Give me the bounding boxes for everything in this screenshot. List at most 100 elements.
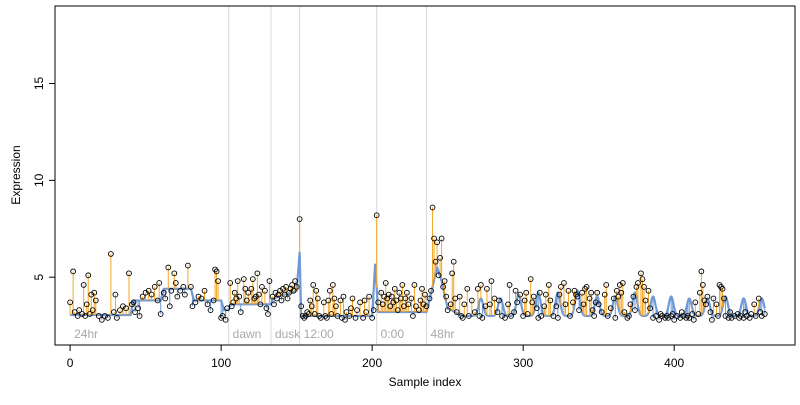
data-point	[589, 307, 596, 313]
data-point	[219, 313, 226, 319]
data-point	[231, 289, 238, 296]
data-point	[444, 307, 451, 313]
data-point	[727, 309, 733, 315]
separator-label: dusk	[275, 327, 301, 341]
data-point	[402, 295, 409, 302]
data-point	[505, 301, 511, 308]
data-point	[308, 303, 315, 310]
data-point	[342, 316, 348, 323]
data-point	[484, 285, 490, 292]
data-point	[317, 315, 324, 321]
data-point	[527, 276, 534, 282]
data-point	[429, 204, 436, 211]
data-point	[645, 287, 652, 294]
data-points	[67, 204, 768, 323]
data-point	[725, 315, 732, 321]
data-point	[417, 297, 424, 304]
data-point	[348, 305, 354, 312]
data-point	[262, 287, 268, 294]
data-point	[450, 258, 457, 265]
separator-labels: dawn dusk 12:00 0:00 48hr 24hr	[74, 327, 454, 341]
separator-lines	[228, 6, 428, 345]
data-point	[479, 315, 486, 321]
data-point	[595, 301, 602, 308]
data-point	[453, 309, 460, 315]
data-point	[343, 309, 350, 315]
data-point	[237, 309, 244, 315]
data-point	[76, 307, 83, 313]
data-point	[471, 309, 478, 315]
data-point	[378, 289, 385, 296]
data-point	[108, 251, 114, 257]
data-point	[550, 313, 557, 319]
data-point	[396, 289, 403, 296]
start-label: 24hr	[74, 327, 98, 341]
data-point	[508, 313, 514, 319]
data-point	[626, 313, 632, 319]
data-point	[132, 309, 138, 315]
data-point	[598, 309, 605, 315]
data-point	[465, 313, 472, 319]
data-point	[542, 291, 549, 298]
data-point	[86, 311, 93, 317]
data-point	[422, 291, 428, 298]
data-point	[413, 303, 419, 310]
data-point	[333, 303, 339, 310]
data-point	[257, 301, 264, 308]
data-point	[307, 297, 314, 304]
data-point	[517, 291, 523, 298]
data-point	[496, 297, 502, 304]
data-point	[523, 289, 530, 296]
data-point	[305, 311, 312, 317]
data-point	[695, 311, 702, 317]
data-point	[363, 309, 369, 315]
data-point	[411, 282, 418, 288]
data-point	[669, 311, 676, 317]
data-point	[512, 287, 519, 294]
x-axis-label: Sample index	[389, 375, 462, 389]
data-point	[434, 239, 440, 246]
data-point	[607, 305, 614, 312]
data-point	[419, 285, 425, 292]
data-point	[642, 297, 649, 304]
x-tick-label: 100	[211, 356, 231, 370]
data-point	[271, 301, 277, 308]
data-point	[105, 315, 111, 321]
y-tick-label: 5	[32, 274, 46, 281]
data-point	[323, 315, 330, 321]
data-point	[755, 295, 762, 302]
data-point	[310, 282, 317, 288]
data-point	[586, 295, 593, 302]
data-point	[533, 305, 540, 312]
data-point	[713, 301, 720, 308]
data-point	[635, 280, 641, 286]
data-point	[482, 303, 489, 310]
data-point	[604, 313, 611, 319]
data-point	[709, 316, 715, 323]
data-point	[700, 282, 706, 288]
data-point	[331, 295, 338, 302]
data-point	[248, 285, 255, 292]
data-point	[704, 293, 711, 300]
data-point	[521, 297, 528, 304]
data-point	[618, 289, 625, 296]
residual-segments	[69, 207, 766, 320]
data-point	[438, 235, 445, 242]
data-point	[224, 305, 231, 312]
data-point	[456, 293, 463, 300]
data-point	[440, 284, 446, 290]
data-point	[265, 311, 271, 317]
data-point	[639, 276, 646, 282]
data-point	[207, 307, 214, 313]
data-point	[177, 287, 184, 294]
data-point	[583, 284, 590, 290]
data-point	[230, 299, 237, 306]
data-point	[719, 285, 726, 292]
data-point	[437, 254, 443, 261]
data-point	[82, 313, 89, 319]
data-point	[98, 316, 105, 323]
data-point	[530, 293, 537, 300]
data-point	[340, 293, 347, 300]
data-point	[114, 315, 120, 321]
